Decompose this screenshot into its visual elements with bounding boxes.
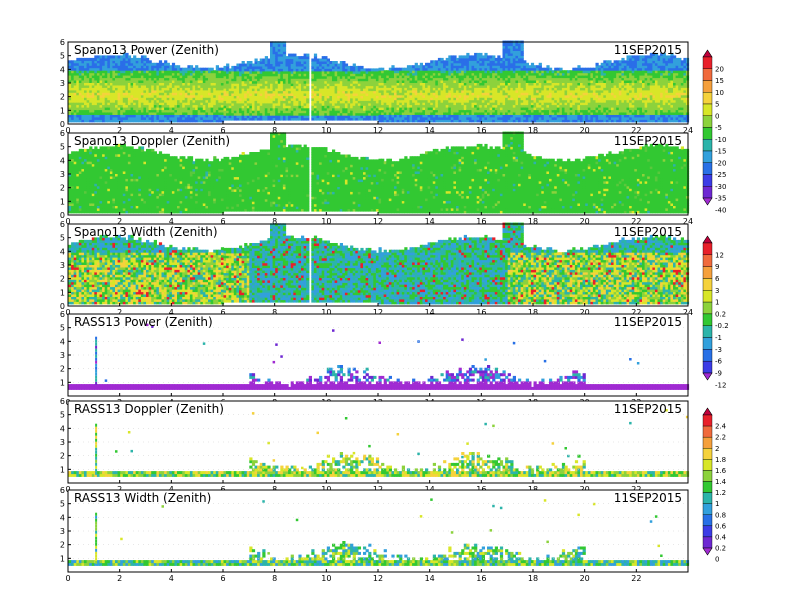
heatmap-cell (539, 63, 542, 66)
heatmap-cell (226, 64, 229, 67)
heatmap-cell (306, 54, 309, 57)
heatmap-cell (314, 54, 317, 57)
